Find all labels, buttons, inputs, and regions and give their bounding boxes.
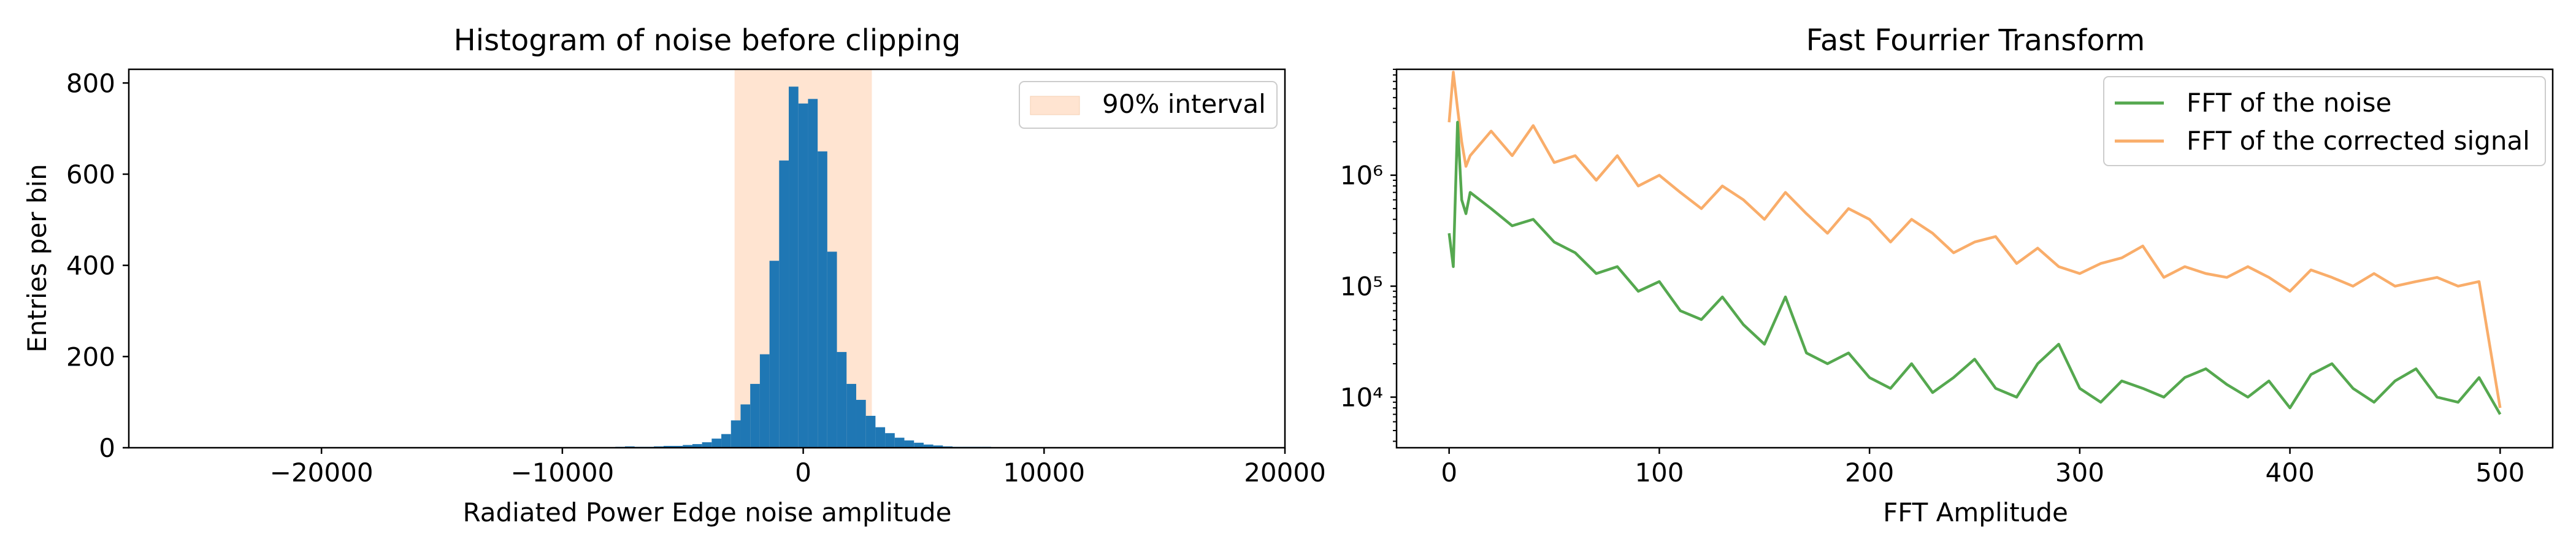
- fft-title: Fast Fourrier Transform: [1806, 23, 2145, 58]
- x-tick-label: 200: [1845, 458, 1894, 488]
- histogram-bar: [818, 151, 827, 448]
- noise-fft-line: [1447, 121, 2502, 415]
- y-tick-label: 10⁶: [1340, 161, 1383, 191]
- noise-legend-label: FFT of the noise: [2187, 88, 2391, 118]
- fft-series-lines: [1447, 71, 2502, 415]
- x-tick-label: 0: [795, 458, 811, 488]
- histogram-bar: [730, 420, 741, 448]
- histogram-bar: [923, 444, 933, 448]
- histogram-bar: [837, 351, 847, 448]
- histogram-bar: [740, 404, 751, 448]
- interval-legend-label: 90% interval: [1102, 89, 1266, 119]
- x-tick-label: 20000: [1244, 458, 1326, 488]
- histogram-bar: [856, 399, 866, 448]
- y-tick-label: 400: [66, 251, 115, 281]
- y-tick-label: 10⁴: [1340, 383, 1383, 413]
- histogram-bar: [914, 442, 924, 448]
- histogram-y-ticks: 0 200 400 600 800: [66, 68, 129, 463]
- histogram-bar: [683, 445, 692, 448]
- histogram-bar: [885, 433, 895, 448]
- histogram-bar: [702, 442, 712, 448]
- histogram-bars: [148, 86, 1206, 448]
- histogram-bar: [827, 251, 837, 448]
- histogram-bar: [789, 86, 799, 448]
- histogram-x-axis-label: Radiated Power Edge noise amplitude: [462, 497, 951, 527]
- x-tick-label: 100: [1635, 458, 1684, 488]
- y-tick-label: 600: [66, 159, 115, 190]
- x-tick-label: −10000: [510, 458, 614, 488]
- fft-x-ticks: 0 100 200 300 400 500: [1441, 448, 2524, 488]
- histogram-legend-box: [1019, 81, 1278, 129]
- fft-legend: FFT of the noise FFT of the corrected si…: [2103, 76, 2546, 166]
- histogram-bar: [769, 261, 780, 448]
- histogram-bar: [711, 439, 722, 448]
- x-tick-label: 0: [1441, 458, 1457, 488]
- y-tick-label: 200: [66, 342, 115, 372]
- x-tick-label: 400: [2266, 458, 2315, 488]
- histogram-bar: [933, 445, 943, 448]
- histogram-bar: [779, 160, 789, 448]
- x-tick-label: −20000: [270, 458, 374, 488]
- fft-x-axis-label: FFT Amplitude: [1883, 497, 2068, 527]
- y-tick-label: 800: [66, 68, 115, 98]
- fft-panel: Fast Fourrier Transform 0 100 200 300 400 500…: [1340, 23, 2554, 527]
- histogram-bar: [798, 103, 808, 448]
- histogram-bar: [894, 437, 905, 448]
- histogram-bar: [673, 446, 683, 448]
- histogram-bar: [692, 444, 702, 448]
- histogram-bar: [875, 427, 886, 448]
- histogram-x-ticks: −20000 −10000 0 10000 20000: [270, 448, 1326, 488]
- x-tick-label: 500: [2475, 458, 2524, 488]
- histogram-bar: [759, 354, 770, 448]
- histogram-bar: [721, 434, 731, 448]
- interval-legend-swatch: [1030, 96, 1080, 115]
- x-tick-label: 300: [2055, 458, 2104, 488]
- histogram-panel: Histogram of noise before clipping −2000…: [22, 23, 1326, 527]
- histogram-title: Histogram of noise before clipping: [454, 23, 961, 58]
- x-tick-label: 10000: [1003, 458, 1085, 488]
- histogram-bar: [750, 383, 760, 448]
- histogram-bar: [846, 383, 856, 448]
- fft-axes-frame: [1395, 68, 2554, 449]
- fft-legend-box: [2103, 76, 2546, 166]
- corrected-signal-legend-label: FFT of the corrected signal: [2187, 126, 2530, 156]
- corrected-signal-fft-line: [1447, 71, 2502, 408]
- fft-y-ticks: 10⁴ 10⁵ 10⁶: [1340, 69, 1397, 442]
- histogram-legend: 90% interval: [1019, 81, 1278, 129]
- histogram-bar: [865, 415, 876, 448]
- histogram-bar: [663, 446, 673, 448]
- histogram-axes-frame: [128, 68, 1286, 449]
- histogram-y-axis-label: Entries per bin: [22, 164, 52, 353]
- histogram-bar: [904, 440, 914, 448]
- y-tick-label: 10⁵: [1340, 272, 1383, 302]
- histogram-bar: [808, 99, 818, 448]
- y-tick-label: 0: [99, 433, 115, 463]
